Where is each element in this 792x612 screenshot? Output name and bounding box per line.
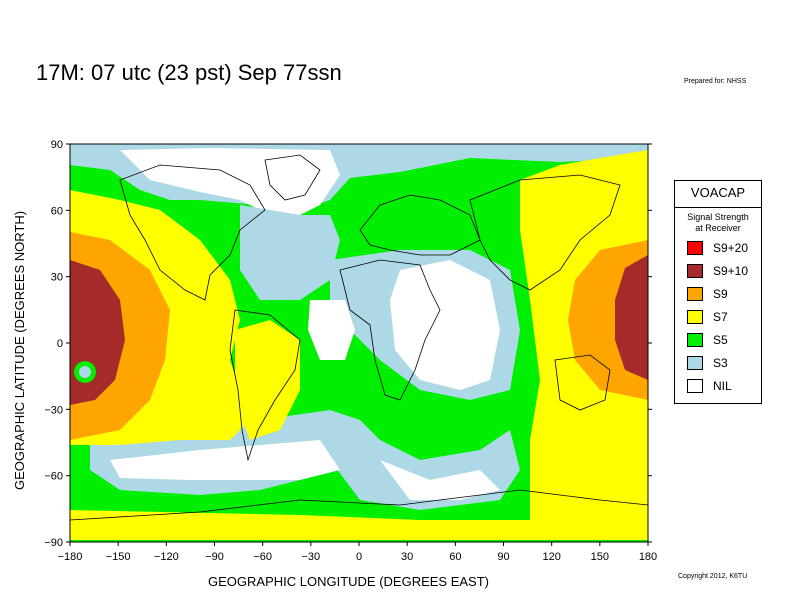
y-tick-label: 30 — [51, 272, 63, 284]
legend-title: VOACAP — [675, 181, 761, 208]
legend-item: S3 — [687, 354, 728, 372]
x-tick-label: −180 — [58, 551, 83, 563]
australia-coast — [554, 354, 611, 411]
x-tick-label: 90 — [497, 551, 509, 563]
s3-zone-atlantic — [240, 205, 340, 300]
s7-zone-bottom — [70, 510, 648, 542]
legend-item: S9 — [687, 285, 728, 303]
x-tick-label: −150 — [106, 551, 131, 563]
x-tick-label: −60 — [253, 551, 272, 563]
legend-swatch — [687, 356, 703, 370]
y-axis-label: GEOGRAPHIC LATITUDE (DEGREES NORTH) — [12, 210, 27, 490]
asia-coast — [469, 174, 621, 291]
x-tick-label: −30 — [301, 551, 320, 563]
coastlines — [70, 154, 648, 521]
x-tick-label: −120 — [154, 551, 179, 563]
legend-item: S9+20 — [687, 239, 748, 257]
south-america-coast — [229, 309, 301, 462]
legend-item: NIL — [687, 377, 732, 395]
coverage-layers — [70, 144, 648, 542]
x-tick-label: 180 — [639, 551, 657, 563]
y-tick-label: 60 — [51, 205, 63, 217]
x-axis-label: GEOGRAPHIC LONGITUDE (DEGREES EAST) — [208, 574, 489, 589]
legend-label: NIL — [713, 379, 732, 393]
nil-zone-south — [110, 440, 340, 480]
legend-item: S9+10 — [687, 262, 748, 280]
legend-subtitle-2: at Receiver — [695, 223, 741, 233]
y-tick-label: −60 — [44, 471, 63, 483]
north-america-coast — [119, 164, 266, 301]
s3-zone-ring — [79, 366, 91, 378]
legend-label: S9+20 — [713, 241, 749, 255]
axis-ticks: −180 −150 −120 −90 −60 −30 0 30 60 90 120 150 180 90 6… — [44, 139, 657, 563]
africa-coast — [339, 259, 441, 401]
legend-label: S9 — [713, 287, 728, 301]
y-tick-label: −90 — [44, 537, 63, 549]
antarctica-coast — [70, 489, 648, 521]
greenland-coast — [264, 154, 321, 201]
legend-label: S7 — [713, 310, 728, 324]
legend-swatch — [687, 241, 703, 255]
copyright-note: Copyright 2012, K6TU — [678, 573, 748, 580]
y-tick-label: 90 — [51, 139, 63, 151]
signal-strength-legend: VOACAP Signal Strength at Receiver S9+20… — [674, 180, 762, 404]
nil-zone-africa — [390, 260, 500, 390]
legend-item: S7 — [687, 308, 728, 326]
nil-zone-midatlantic — [308, 300, 355, 360]
legend-swatch — [687, 333, 703, 347]
x-tick-label: 30 — [401, 551, 413, 563]
nil-zone-arctic — [120, 148, 340, 215]
legend-swatch — [687, 287, 703, 301]
x-tick-label: 150 — [591, 551, 609, 563]
x-tick-label: 0 — [356, 551, 362, 563]
prepared-for-note: Prepared for: NHSS — [684, 78, 747, 85]
x-tick-label: 60 — [449, 551, 461, 563]
nil-zone-southern-ocean — [380, 460, 500, 500]
legend-label: S5 — [713, 333, 728, 347]
legend-swatch — [687, 264, 703, 278]
y-tick-label: 0 — [57, 338, 63, 350]
map-title: 17M: 07 utc (23 pst) Sep 77ssn — [36, 60, 342, 85]
s7-zone-south-america — [235, 320, 300, 440]
x-tick-label: 120 — [542, 551, 560, 563]
legend-swatch — [687, 379, 703, 393]
legend-subtitle-1: Signal Strength — [687, 212, 749, 222]
s9plus10-zone-east — [615, 255, 648, 380]
x-tick-label: −90 — [205, 551, 224, 563]
legend-item: S5 — [687, 331, 728, 349]
legend-label: S3 — [713, 356, 728, 370]
legend-swatch — [687, 310, 703, 324]
y-tick-label: −30 — [44, 404, 63, 416]
legend-label: S9+10 — [713, 264, 749, 278]
